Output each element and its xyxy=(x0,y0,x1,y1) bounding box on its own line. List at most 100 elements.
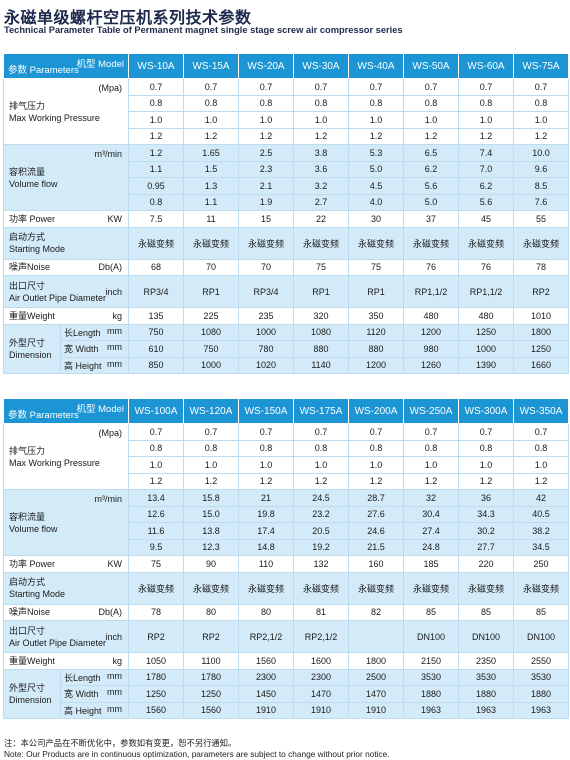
value-cell: 55 xyxy=(513,210,569,228)
unit: mm xyxy=(107,325,122,336)
value-cell: 780 xyxy=(238,340,294,358)
value-cell: RP2 xyxy=(183,620,239,653)
value-cell: 3530 xyxy=(458,668,514,686)
value-cell: 75 xyxy=(293,258,349,276)
value-cell: 1.2 xyxy=(238,127,294,145)
value-cell: 永磁变频 xyxy=(403,226,459,260)
unit: mm xyxy=(107,358,122,369)
unit: inch xyxy=(105,631,122,642)
value-cell: 32 xyxy=(403,489,459,507)
value-cell: 45 xyxy=(458,210,514,228)
data-row: 9.5 12.3 14.8 19.2 21.5 24.8 27.7 34.5 xyxy=(4,538,569,556)
value-cell: 永磁变频 xyxy=(293,571,349,605)
value-cell: 34.5 xyxy=(513,538,569,556)
value-cell: 1140 xyxy=(293,356,349,374)
value-cell: 1800 xyxy=(348,652,404,670)
data-row: 噪声Noise Db(A) 68 70 70 75 75 76 76 78 xyxy=(3,258,569,276)
value-cell: 1200 xyxy=(348,356,404,374)
value-cell: 1080 xyxy=(293,323,349,341)
value-cell: 5.3 xyxy=(348,144,404,162)
value-cell: 永磁变频 xyxy=(293,226,349,260)
value-cell: 0.8 xyxy=(458,94,514,112)
value-cell: 80 xyxy=(238,603,294,621)
value-cell: 永磁变频 xyxy=(128,226,184,260)
value-cell: 1910 xyxy=(238,701,294,719)
corner-cell: 机型 Model 参数 Parameters xyxy=(3,53,129,79)
value-cell: 30.4 xyxy=(403,505,459,523)
unit: mm xyxy=(107,687,122,698)
value-cell: 1963 xyxy=(513,701,569,719)
value-cell: 1600 xyxy=(293,652,349,670)
unit: mm xyxy=(107,342,122,353)
value-cell: 250 xyxy=(513,555,569,573)
value-cell: 2300 xyxy=(238,668,294,686)
value-cell: 1250 xyxy=(128,685,184,703)
value-cell: 0.7 xyxy=(128,78,184,96)
value-cell: 0.8 xyxy=(513,439,569,457)
spec-table: 机型 Model 参数 Parameters WS-100A WS-120A WS-15… xyxy=(3,398,569,719)
value-cell: 34.3 xyxy=(458,505,514,523)
value-cell: 1.0 xyxy=(403,456,459,474)
param-label-cell: 容积流量 Volume flow m³/min xyxy=(3,144,129,211)
value-cell: 0.7 xyxy=(348,78,404,96)
value-cell: 235 xyxy=(238,307,294,325)
param-label-cell: 重量Weight kg xyxy=(3,652,129,670)
value-cell: 1120 xyxy=(348,323,404,341)
value-cell: 78 xyxy=(128,603,184,621)
value-cell: 1250 xyxy=(183,685,239,703)
sub-name: 长Length xyxy=(64,672,101,683)
value-cell: 2.7 xyxy=(293,193,349,211)
value-cell: 1.9 xyxy=(238,193,294,211)
value-cell: 17.4 xyxy=(238,522,294,540)
value-cell: 1.2 xyxy=(293,127,349,145)
value-cell: 76 xyxy=(403,258,459,276)
value-cell: RP3/4 xyxy=(238,275,294,308)
sub-label-cell: 长Length mm xyxy=(60,668,129,686)
value-cell: 75 xyxy=(348,258,404,276)
value-cell: DN100 xyxy=(403,620,459,653)
value-cell: 0.8 xyxy=(128,94,184,112)
param-label-cell: 外型尺寸 Dimension xyxy=(3,668,61,719)
value-cell: 1200 xyxy=(403,323,459,341)
value-cell: DN100 xyxy=(458,620,514,653)
model-label: 机型 Model xyxy=(76,59,124,70)
value-cell: 4.5 xyxy=(348,177,404,195)
model-name: WS-50A xyxy=(403,53,459,79)
data-row: 启动方式 Starting Mode 永磁变频 永磁变频 永磁变频 永磁变频 永磁变频 永磁变… xyxy=(3,571,569,605)
param-name: 启动方式 xyxy=(9,232,46,242)
value-cell: 1.0 xyxy=(238,111,294,129)
value-cell: 4.0 xyxy=(348,193,404,211)
model-label: 机型 Model xyxy=(76,404,124,415)
param-name: 容积流量 xyxy=(9,511,46,522)
value-cell: 76 xyxy=(458,258,514,276)
unit: m³/min xyxy=(94,494,123,504)
unit: kg xyxy=(112,310,122,321)
value-cell: 3.6 xyxy=(293,160,349,178)
data-row: 0.8 0.8 0.8 0.8 0.8 0.8 0.8 0.8 xyxy=(4,94,569,112)
value-cell: 0.7 xyxy=(293,423,349,441)
param-label-cell: 出口尺寸 Air Outlet Pipe Diameter inch xyxy=(3,275,129,308)
value-cell: RP1,1/2 xyxy=(403,275,459,308)
data-row: 宽 Width mm 1250 1250 1450 1470 1470 1880 1880 188… xyxy=(4,685,569,703)
value-cell: 185 xyxy=(403,555,459,573)
value-cell: 90 xyxy=(183,555,239,573)
value-cell: 1.0 xyxy=(183,111,239,129)
value-cell: 13.8 xyxy=(183,522,239,540)
value-cell: 9.5 xyxy=(128,538,184,556)
value-cell: 350 xyxy=(348,307,404,325)
sub-name: 长Length xyxy=(64,327,101,338)
param-name: Dimension xyxy=(9,349,52,360)
value-cell: 5.0 xyxy=(348,160,404,178)
model-name: WS-300A xyxy=(458,398,514,424)
param-name: Max Working Pressure xyxy=(9,457,100,468)
value-cell: 1000 xyxy=(238,323,294,341)
value-cell: 2350 xyxy=(458,652,514,670)
value-cell: 1880 xyxy=(403,685,459,703)
value-cell: RP3/4 xyxy=(128,275,184,308)
value-cell: 0.7 xyxy=(458,78,514,96)
data-row: 宽 Width mm 610 750 780 880 880 980 1000 1250 xyxy=(4,340,569,358)
value-cell: 0.7 xyxy=(403,78,459,96)
value-cell: 21 xyxy=(238,489,294,507)
data-row: 噪声Noise Db(A) 78 80 80 81 82 85 85 85 xyxy=(3,603,569,621)
